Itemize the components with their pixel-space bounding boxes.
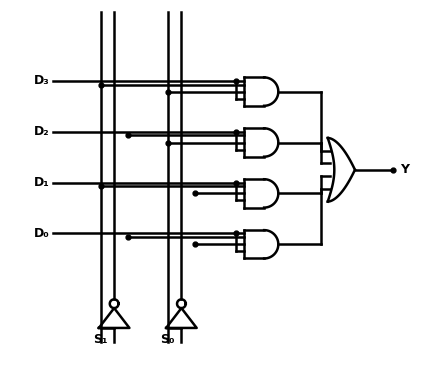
Text: D₃: D₃ (34, 74, 49, 87)
Text: D₁: D₁ (34, 176, 49, 189)
Text: Y: Y (400, 163, 409, 176)
Text: S₀: S₀ (161, 333, 175, 346)
Text: D₀: D₀ (34, 227, 49, 240)
Text: S₁: S₁ (93, 333, 108, 346)
Text: D₂: D₂ (34, 125, 49, 138)
